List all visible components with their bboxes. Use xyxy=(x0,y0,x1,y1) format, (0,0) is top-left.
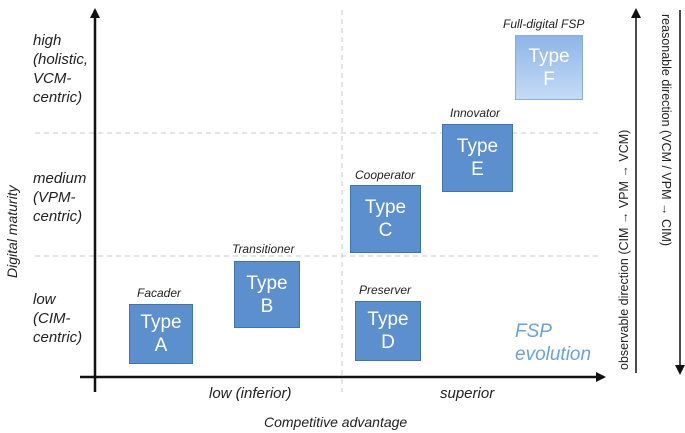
type-b-name: Transitioner xyxy=(232,242,295,256)
type-f-name: Full-digital FSP xyxy=(503,17,585,31)
y-level-high: high (holistic, VCM- centric) xyxy=(33,32,89,106)
type-c-name: Cooperator xyxy=(355,168,416,182)
type-d-name: Preserver xyxy=(359,283,412,297)
type-a-line2: A xyxy=(154,335,168,356)
type-c-line1: Type xyxy=(364,197,407,218)
type-f-line1: Type xyxy=(528,45,570,67)
type-e-box: Type E xyxy=(442,124,513,192)
x-level-low: low (inferior) xyxy=(209,385,292,402)
type-f-line2: F xyxy=(543,68,555,90)
type-c-line2: C xyxy=(378,220,393,241)
type-e-name: Innovator xyxy=(450,106,501,120)
observable-direction-label: observable direction (CIM → VPM → VCM) xyxy=(617,129,631,370)
x-axis-title: Competitive advantage xyxy=(264,414,408,430)
fsp-evolution-label: FSP evolution xyxy=(515,321,592,365)
y-axis-title: Digital maturity xyxy=(4,185,20,278)
type-a-name: Facader xyxy=(137,286,182,300)
y-level-low: low (CIM- centric) xyxy=(33,291,83,346)
type-a-line1: Type xyxy=(140,312,182,333)
type-f-box: Type F xyxy=(515,35,583,100)
type-d-line2: D xyxy=(381,332,395,353)
y-level-medium: medium (VPM- centric) xyxy=(33,170,87,225)
type-d-box: Type D xyxy=(355,301,421,361)
type-b-box: Type B xyxy=(234,261,300,328)
x-level-superior: superior xyxy=(440,385,495,402)
type-c-box: Type C xyxy=(350,185,421,253)
type-d-line1: Type xyxy=(367,309,409,330)
type-e-line1: Type xyxy=(456,136,499,157)
reasonable-direction-label: reasonable direction (VCM / VPM → CIM) xyxy=(659,14,673,247)
type-a-box: Type A xyxy=(129,304,193,364)
type-b-line2: B xyxy=(260,295,274,317)
type-b-line1: Type xyxy=(246,272,288,294)
type-e-line2: E xyxy=(471,159,484,180)
